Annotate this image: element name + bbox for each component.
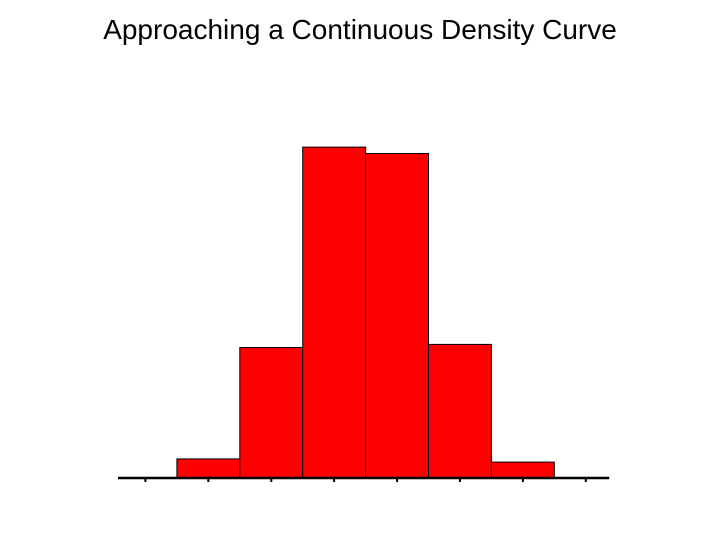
histogram-bars: [176, 146, 555, 479]
histogram-bar-4: [302, 146, 367, 479]
histogram-bar-3: [239, 347, 304, 479]
histogram-bar-7: [490, 461, 555, 479]
histogram-bar-6: [428, 343, 492, 479]
chart-title: Approaching a Continuous Density Curve: [103, 14, 617, 45]
x-axis: [118, 476, 610, 482]
histogram-bar-2: [176, 458, 241, 479]
histogram-bar-5: [365, 153, 430, 479]
